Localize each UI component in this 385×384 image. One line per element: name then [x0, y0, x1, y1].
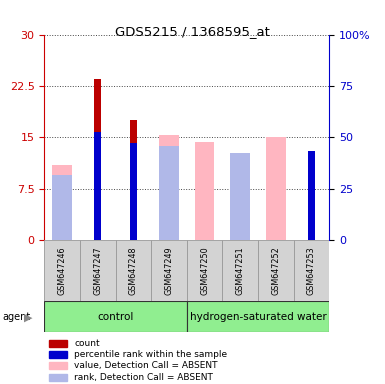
Text: GDS5215 / 1368595_at: GDS5215 / 1368595_at — [115, 25, 270, 38]
Text: value, Detection Call = ABSENT: value, Detection Call = ABSENT — [74, 361, 218, 370]
Bar — [159, 135, 179, 240]
Bar — [230, 153, 250, 240]
Bar — [187, 240, 223, 301]
Bar — [230, 153, 250, 240]
Text: GSM647249: GSM647249 — [164, 247, 173, 295]
Text: GSM647250: GSM647250 — [200, 247, 209, 295]
Bar — [94, 132, 101, 240]
Bar — [258, 240, 294, 301]
Text: GSM647247: GSM647247 — [93, 247, 102, 295]
Bar — [44, 240, 80, 301]
Bar — [223, 240, 258, 301]
Bar — [308, 151, 315, 240]
Text: GSM647246: GSM647246 — [58, 247, 67, 295]
Text: GSM647252: GSM647252 — [271, 247, 280, 295]
Bar — [293, 240, 329, 301]
Bar — [130, 120, 137, 240]
Text: GSM647248: GSM647248 — [129, 247, 138, 295]
Bar — [44, 301, 187, 332]
Bar — [116, 240, 151, 301]
Text: percentile rank within the sample: percentile rank within the sample — [74, 350, 227, 359]
Bar — [151, 240, 187, 301]
Text: ▶: ▶ — [24, 312, 32, 322]
Bar — [49, 351, 67, 358]
Bar — [94, 79, 101, 240]
Text: control: control — [97, 312, 134, 322]
Bar — [49, 362, 67, 369]
Bar — [266, 137, 286, 240]
Bar — [130, 143, 137, 240]
Text: agent: agent — [2, 312, 30, 322]
Text: hydrogen-saturated water: hydrogen-saturated water — [189, 312, 326, 322]
Bar — [308, 165, 315, 240]
Text: rank, Detection Call = ABSENT: rank, Detection Call = ABSENT — [74, 372, 213, 382]
Bar — [80, 240, 116, 301]
Bar — [52, 165, 72, 240]
Text: count: count — [74, 339, 100, 348]
Text: GSM647253: GSM647253 — [307, 247, 316, 295]
Bar — [49, 374, 67, 381]
Bar — [52, 175, 72, 240]
Bar — [195, 142, 214, 240]
Bar — [187, 301, 329, 332]
Bar — [159, 146, 179, 240]
Text: GSM647251: GSM647251 — [236, 247, 244, 295]
Bar — [49, 340, 67, 347]
